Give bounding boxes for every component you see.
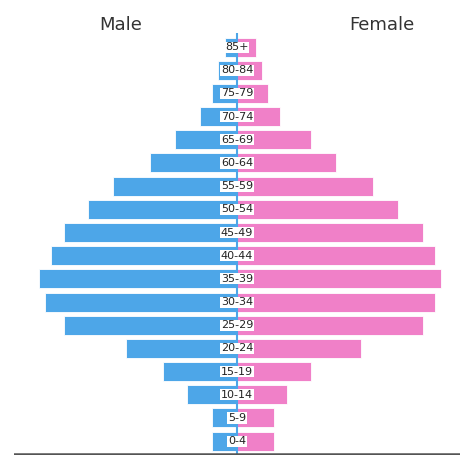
Bar [237, 339, 361, 358]
Text: 5-9: 5-9 [228, 413, 246, 423]
Bar [237, 154, 336, 173]
Text: 25-29: 25-29 [221, 320, 253, 330]
Text: 85+: 85+ [225, 42, 249, 52]
Text: 35-39: 35-39 [221, 274, 253, 284]
Text: 55-59: 55-59 [221, 181, 253, 191]
Bar [163, 362, 237, 381]
Text: 30-34: 30-34 [221, 297, 253, 307]
Text: 80-84: 80-84 [221, 65, 253, 75]
Bar [212, 409, 237, 428]
Bar [64, 316, 237, 335]
Bar [113, 177, 237, 196]
Text: 10-14: 10-14 [221, 390, 253, 400]
Text: Male: Male [100, 16, 143, 34]
Bar [219, 61, 237, 80]
Text: 15-19: 15-19 [221, 366, 253, 377]
Bar [237, 130, 311, 149]
Bar [237, 316, 423, 335]
Bar [212, 84, 237, 103]
Text: 70-74: 70-74 [221, 111, 253, 122]
Bar [212, 432, 237, 451]
Bar [188, 385, 237, 404]
Bar [237, 362, 311, 381]
Bar [237, 385, 286, 404]
Bar [51, 246, 237, 265]
Bar [39, 269, 237, 288]
Bar [150, 154, 237, 173]
Text: 45-49: 45-49 [221, 228, 253, 237]
Text: 60-64: 60-64 [221, 158, 253, 168]
Text: 65-69: 65-69 [221, 135, 253, 145]
Bar [237, 432, 274, 451]
Bar [237, 200, 398, 219]
Bar [237, 84, 268, 103]
Bar [89, 200, 237, 219]
Bar [126, 339, 237, 358]
Bar [237, 61, 262, 80]
Bar [175, 130, 237, 149]
Bar [237, 223, 423, 242]
Bar [237, 409, 274, 428]
Text: 75-79: 75-79 [221, 89, 253, 99]
Bar [64, 223, 237, 242]
Bar [237, 246, 435, 265]
Bar [237, 37, 255, 56]
Text: 0-4: 0-4 [228, 436, 246, 446]
Bar [200, 107, 237, 126]
Text: Female: Female [349, 16, 414, 34]
Bar [45, 292, 237, 311]
Bar [225, 37, 237, 56]
Bar [237, 107, 280, 126]
Bar [237, 292, 435, 311]
Text: 40-44: 40-44 [221, 251, 253, 261]
Text: 20-24: 20-24 [221, 344, 253, 354]
Bar [237, 177, 373, 196]
Text: 50-54: 50-54 [221, 204, 253, 214]
Bar [237, 269, 441, 288]
